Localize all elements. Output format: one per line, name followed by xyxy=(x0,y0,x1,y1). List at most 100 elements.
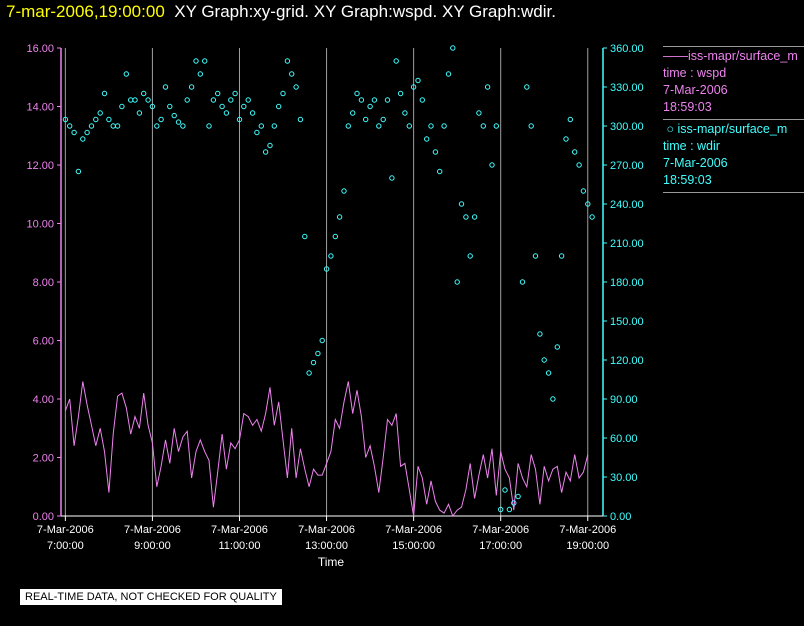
wdir-point xyxy=(402,110,408,116)
right-tick-label: 90.00 xyxy=(610,394,638,406)
wdir-point xyxy=(367,103,373,110)
wdir-point xyxy=(106,116,112,123)
wdir-point xyxy=(202,58,208,64)
wdir-point xyxy=(471,214,478,220)
wdir-point xyxy=(110,123,116,129)
wdir-point xyxy=(585,201,591,207)
wdir-point xyxy=(506,506,513,513)
wdir-series xyxy=(62,45,595,513)
wdir-point xyxy=(88,123,95,129)
right-tick-label: 150.00 xyxy=(610,316,644,328)
right-tick-label: 360.00 xyxy=(610,43,644,55)
legend-divider xyxy=(663,192,804,193)
wdir-point xyxy=(101,90,108,97)
wdir-point xyxy=(223,110,230,116)
wdir-point xyxy=(319,337,325,344)
legend-time: 18:59:03 xyxy=(663,173,712,187)
wdir-point xyxy=(419,97,425,103)
wdir-point xyxy=(162,84,169,90)
wdir-point xyxy=(428,123,434,129)
right-tick-label: 0.00 xyxy=(610,511,631,523)
chart-title: 7-mar-2006,19:00:00 XY Graph:xy-grid. XY… xyxy=(6,2,556,22)
wdir-point xyxy=(310,359,317,366)
right-tick-label: 270.00 xyxy=(610,160,644,172)
legend-date: 7-Mar-2006 xyxy=(663,156,728,170)
wdir-point xyxy=(541,357,547,363)
wdir-point xyxy=(315,350,321,357)
wdir-point xyxy=(511,500,517,506)
wdir-point xyxy=(306,370,312,376)
x-tick-time: 9:00:00 xyxy=(134,540,171,552)
wdir-point xyxy=(397,90,404,97)
wdir-point xyxy=(358,97,365,103)
x-tick-time: 7:00:00 xyxy=(47,540,84,552)
wdir-point xyxy=(463,214,469,220)
wdir-point xyxy=(545,370,552,376)
x-axis-label: Time xyxy=(318,555,345,569)
wdir-point xyxy=(580,188,587,194)
wdir-point xyxy=(289,71,295,77)
wdir-point xyxy=(80,136,86,142)
wdir-point xyxy=(563,136,569,142)
wdir-point xyxy=(528,123,534,129)
wdir-point xyxy=(128,97,134,103)
wdir-point xyxy=(432,149,439,155)
wdir-point xyxy=(515,493,521,500)
wdir-point xyxy=(188,84,195,90)
wdir-point xyxy=(345,123,351,129)
wdir-point xyxy=(154,123,160,129)
wdir-point xyxy=(158,116,164,123)
wdir-point xyxy=(389,175,395,181)
wdir-point xyxy=(175,119,182,125)
wdir-point xyxy=(228,97,234,103)
x-tick-time: 15:00:00 xyxy=(392,540,435,552)
right-tick-label: 180.00 xyxy=(610,277,644,289)
wdir-point xyxy=(550,396,556,402)
title-timestamp: 7-mar-2006,19:00:00 xyxy=(6,2,165,21)
wdir-point xyxy=(302,233,308,240)
left-tick-label: 16.00 xyxy=(26,43,54,55)
wdir-point xyxy=(93,116,99,123)
wdir-point xyxy=(245,97,251,103)
wdir-point xyxy=(67,123,73,129)
title-graph-list: XY Graph:xy-grid. XY Graph:wspd. XY Grap… xyxy=(174,2,556,21)
wdir-point xyxy=(258,123,264,129)
x-tick-date: 7-Mar-2006 xyxy=(211,524,268,536)
wdir-point xyxy=(332,233,338,240)
wdir-point xyxy=(206,123,212,129)
right-tick-label: 240.00 xyxy=(610,199,644,211)
wdir-point xyxy=(380,116,386,123)
wdir-point xyxy=(62,116,69,123)
wdir-point xyxy=(363,116,369,123)
wdir-point xyxy=(445,71,452,77)
wdir-point xyxy=(141,90,147,97)
right-tick-label: 60.00 xyxy=(610,433,638,445)
x-tick-date: 7-Mar-2006 xyxy=(385,524,442,536)
wdir-point xyxy=(149,103,156,110)
left-tick-label: 14.00 xyxy=(26,102,54,114)
legend-divider xyxy=(663,119,804,120)
legend-divider xyxy=(663,46,804,47)
x-tick-time: 19:00:00 xyxy=(566,540,609,552)
left-tick-label: 10.00 xyxy=(26,219,54,231)
wdir-point xyxy=(567,116,573,123)
wdir-point xyxy=(75,168,82,175)
wdir-point xyxy=(119,103,125,110)
wdir-point xyxy=(572,149,578,155)
left-tick-label: 0.00 xyxy=(33,511,54,523)
wdir-point xyxy=(519,279,526,285)
grid-lines xyxy=(64,48,589,516)
left-tick-label: 2.00 xyxy=(33,453,54,465)
wdir-point xyxy=(84,129,90,136)
wdir-point xyxy=(554,344,560,350)
wdir-point xyxy=(180,123,186,129)
wdir-point xyxy=(241,103,247,110)
wdir-point xyxy=(484,84,491,90)
legend-entry-wspd: ——iss-mapr/surface_m time : wspd 7-Mar-2… xyxy=(663,48,804,116)
wdir-point xyxy=(219,103,225,110)
left-tick-label: 6.00 xyxy=(33,336,54,348)
wdir-point xyxy=(97,110,103,116)
wdir-point xyxy=(524,84,530,90)
wdir-point xyxy=(132,97,138,103)
left-tick-label: 4.00 xyxy=(33,394,54,406)
